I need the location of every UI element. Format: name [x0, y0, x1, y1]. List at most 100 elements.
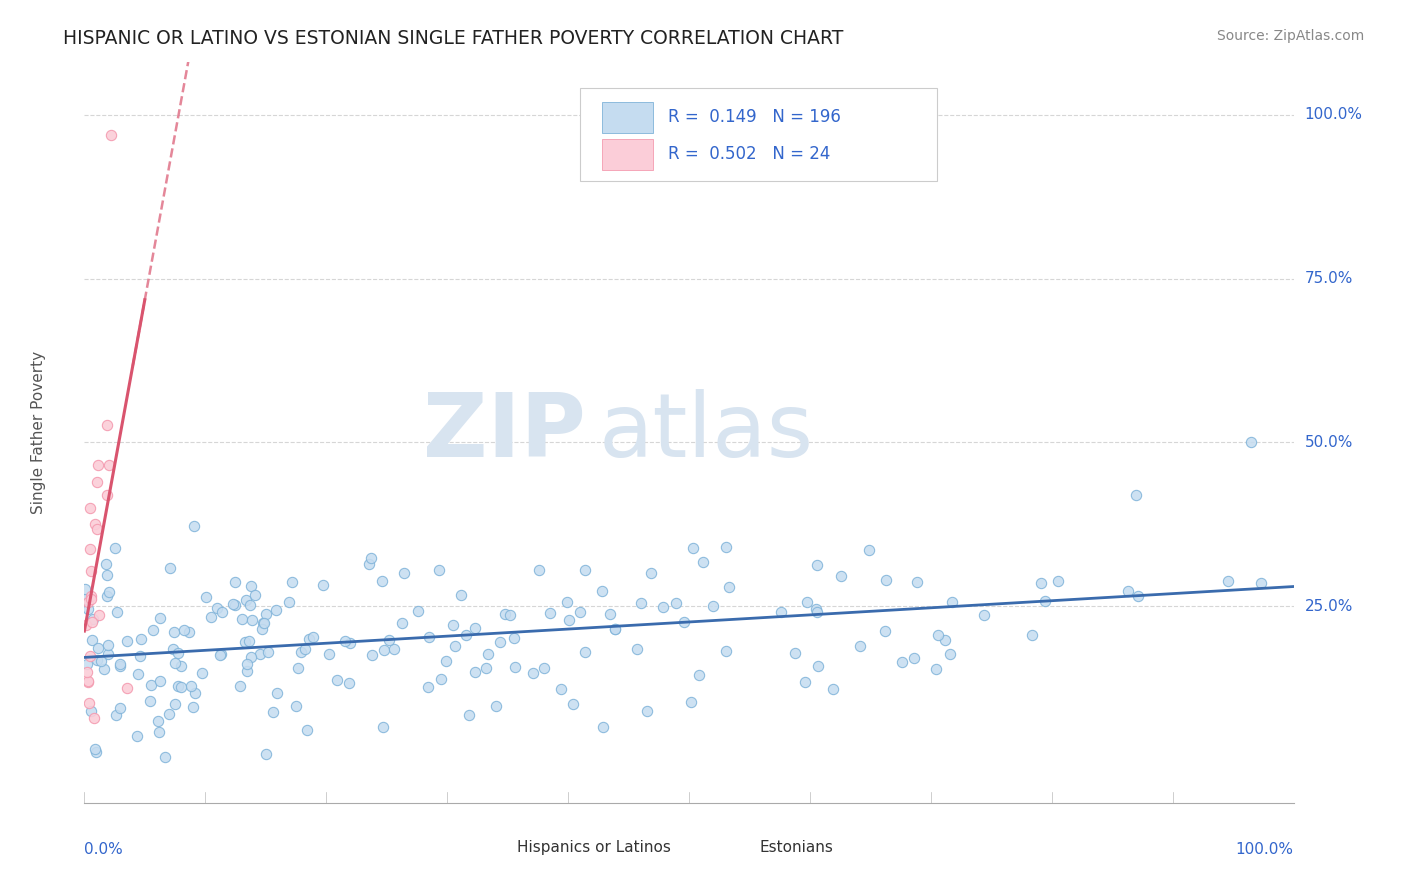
Text: 0.0%: 0.0%: [84, 842, 124, 856]
Point: [266, 686, 288, 700]
Point: [373, 643, 395, 657]
Text: 100.0%: 100.0%: [1236, 842, 1294, 856]
Point: [239, 598, 262, 612]
Point: [568, 605, 591, 619]
Point: [181, 700, 204, 714]
Point: [195, 591, 218, 605]
Text: atlas: atlas: [599, 389, 814, 476]
Point: [209, 647, 232, 661]
Point: [87, 458, 110, 472]
Point: [527, 563, 550, 577]
Point: [458, 707, 481, 722]
Point: [339, 636, 361, 650]
Point: [934, 633, 956, 648]
Point: [294, 642, 316, 657]
Point: [238, 633, 260, 648]
Point: [243, 588, 266, 602]
Point: [163, 624, 186, 639]
Point: [1033, 593, 1056, 607]
Point: [79, 542, 101, 557]
Point: [79, 589, 101, 603]
Point: [79, 649, 101, 664]
Point: [184, 686, 207, 700]
Point: [406, 604, 429, 618]
Point: [454, 628, 477, 642]
Point: [149, 610, 172, 624]
Point: [96, 488, 118, 502]
Point: [86, 745, 108, 759]
Point: [167, 679, 190, 693]
Point: [806, 605, 828, 619]
Point: [86, 475, 108, 489]
Point: [392, 566, 415, 580]
Point: [180, 679, 202, 693]
Point: [211, 605, 233, 619]
Point: [167, 647, 190, 661]
Point: [371, 720, 394, 734]
Point: [688, 668, 710, 682]
Point: [239, 650, 262, 665]
Point: [1240, 435, 1263, 450]
Point: [905, 575, 928, 590]
Point: [75, 618, 97, 632]
Point: [702, 599, 724, 613]
Point: [115, 633, 138, 648]
Point: [97, 585, 120, 599]
Point: [139, 694, 162, 708]
Point: [100, 128, 122, 142]
Point: [574, 563, 596, 577]
FancyBboxPatch shape: [468, 835, 508, 860]
Text: 25.0%: 25.0%: [1305, 599, 1353, 614]
Point: [231, 612, 253, 626]
Point: [592, 720, 614, 734]
Point: [84, 516, 107, 531]
Point: [714, 540, 737, 554]
Point: [278, 595, 301, 609]
Point: [262, 705, 284, 719]
Point: [200, 609, 222, 624]
FancyBboxPatch shape: [581, 88, 936, 181]
Point: [522, 665, 544, 680]
Point: [254, 747, 277, 761]
Point: [326, 673, 349, 687]
Point: [550, 682, 572, 697]
Point: [173, 623, 195, 637]
Point: [249, 647, 271, 661]
Point: [464, 621, 486, 635]
Point: [640, 566, 662, 581]
Point: [557, 595, 579, 609]
Point: [73, 582, 96, 596]
Point: [599, 607, 621, 621]
Point: [477, 647, 499, 661]
Point: [240, 579, 263, 593]
Point: [77, 601, 100, 615]
Point: [302, 630, 325, 644]
Point: [252, 616, 274, 631]
Point: [222, 598, 245, 612]
Point: [505, 660, 527, 674]
Point: [80, 704, 103, 718]
Point: [664, 597, 686, 611]
Point: [96, 568, 118, 582]
Point: [574, 645, 596, 659]
Point: [142, 623, 165, 637]
Point: [1126, 589, 1149, 603]
Point: [823, 681, 845, 696]
Point: [891, 655, 914, 669]
Point: [591, 584, 613, 599]
Text: R =  0.502   N = 24: R = 0.502 N = 24: [668, 145, 831, 163]
Point: [87, 641, 110, 656]
Point: [77, 595, 100, 609]
Point: [127, 667, 149, 681]
Point: [503, 631, 526, 645]
Point: [1029, 576, 1052, 591]
Point: [849, 639, 872, 653]
Point: [830, 569, 852, 583]
Point: [83, 741, 105, 756]
Point: [370, 574, 392, 588]
Point: [927, 628, 949, 642]
Point: [89, 608, 111, 623]
Point: [77, 673, 100, 688]
Point: [80, 591, 103, 606]
Point: [682, 541, 704, 556]
